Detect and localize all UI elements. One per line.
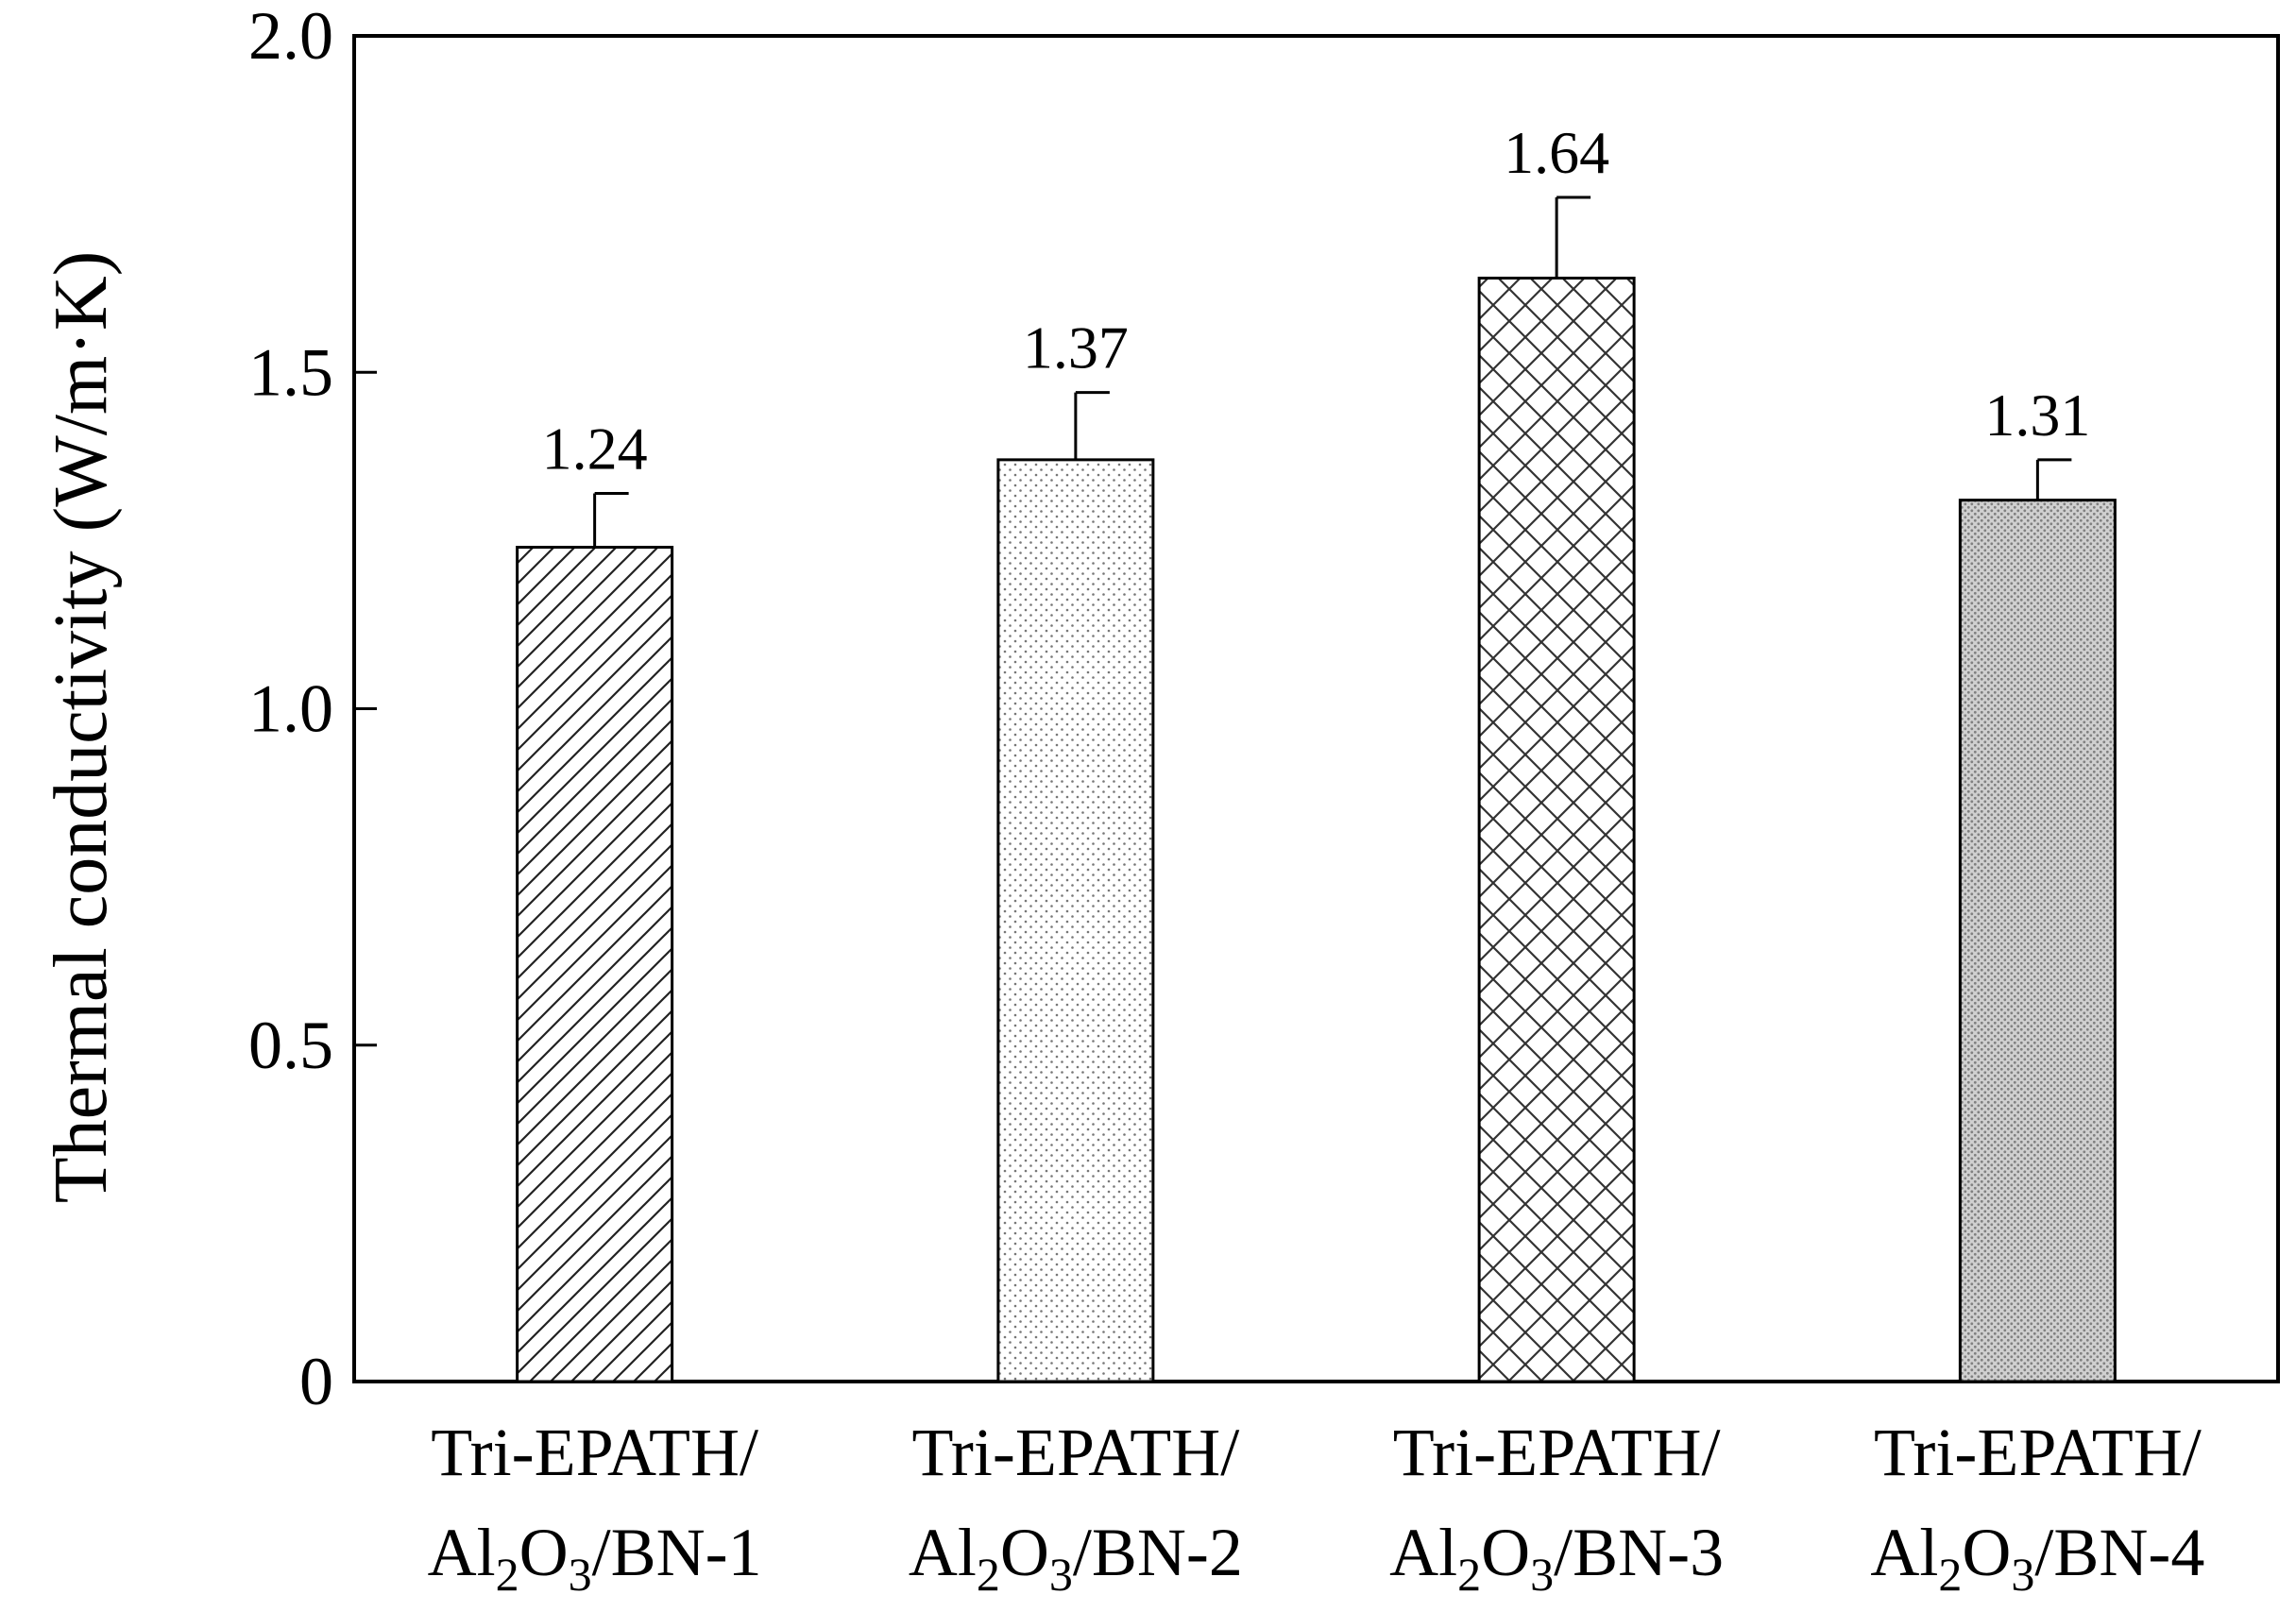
x-axis-category-labels: Tri-EPATH/Al2O3/BN-1Tri-EPATH/Al2O3/BN-2… — [428, 1415, 2205, 1601]
bar-2 — [996, 458, 1155, 1383]
bar-3 — [1477, 277, 1636, 1383]
subscript: 2 — [1938, 1548, 1962, 1601]
label-part: Al — [1389, 1515, 1457, 1590]
y-axis-title: Thermal conductivity (W/m·K) — [40, 251, 123, 1204]
data-label-3: 1.64 — [1504, 119, 1609, 186]
y-tick-label: 0 — [299, 1344, 333, 1419]
label-part: O — [519, 1515, 569, 1590]
category-label-line1: Tri-EPATH/ — [1393, 1415, 1721, 1490]
category-label-line2: Al2O3/BN-2 — [909, 1515, 1243, 1601]
category-label-line1: Tri-EPATH/ — [431, 1415, 758, 1490]
label-part: /BN-1 — [592, 1515, 762, 1590]
label-part: Al — [909, 1515, 977, 1590]
data-label-2: 1.37 — [1023, 314, 1129, 382]
label-part: /BN-4 — [2034, 1515, 2204, 1590]
label-part: Al — [1870, 1515, 1938, 1590]
label-part: O — [1481, 1515, 1530, 1590]
y-tick-label: 2.0 — [248, 0, 333, 74]
data-label-1: 1.24 — [542, 415, 648, 483]
category-label-line2: Al2O3/BN-4 — [1870, 1515, 2204, 1601]
y-axis-ticks: 0 0.5 1.0 1.5 2.0 — [248, 0, 377, 1419]
subscript: 2 — [1457, 1548, 1481, 1601]
subscript: 3 — [569, 1548, 592, 1601]
subscript: 3 — [2011, 1548, 2034, 1601]
label-part: /BN-3 — [1554, 1515, 1724, 1590]
data-label-4: 1.31 — [1984, 382, 2090, 449]
bar-4 — [1958, 499, 2117, 1383]
bar-1 — [516, 546, 674, 1383]
subscript: 3 — [1049, 1548, 1073, 1601]
label-part: O — [1962, 1515, 2011, 1590]
category-label-line2: Al2O3/BN-1 — [428, 1515, 762, 1601]
label-part: Al — [428, 1515, 496, 1590]
subscript: 2 — [496, 1548, 519, 1601]
label-part: O — [1000, 1515, 1049, 1590]
y-tick-label: 1.0 — [248, 671, 333, 747]
y-tick-label: 0.5 — [248, 1008, 333, 1083]
subscript: 3 — [1530, 1548, 1554, 1601]
category-label-line1: Tri-EPATH/ — [911, 1415, 1239, 1490]
y-tick-label: 1.5 — [248, 334, 333, 410]
label-part: /BN-2 — [1073, 1515, 1243, 1590]
category-label-line1: Tri-EPATH/ — [1874, 1415, 2202, 1490]
category-label-line2: Al2O3/BN-3 — [1389, 1515, 1724, 1601]
subscript: 2 — [977, 1548, 1000, 1601]
bars-group: 1.24 1.37 1.64 1.31 — [516, 119, 2117, 1383]
